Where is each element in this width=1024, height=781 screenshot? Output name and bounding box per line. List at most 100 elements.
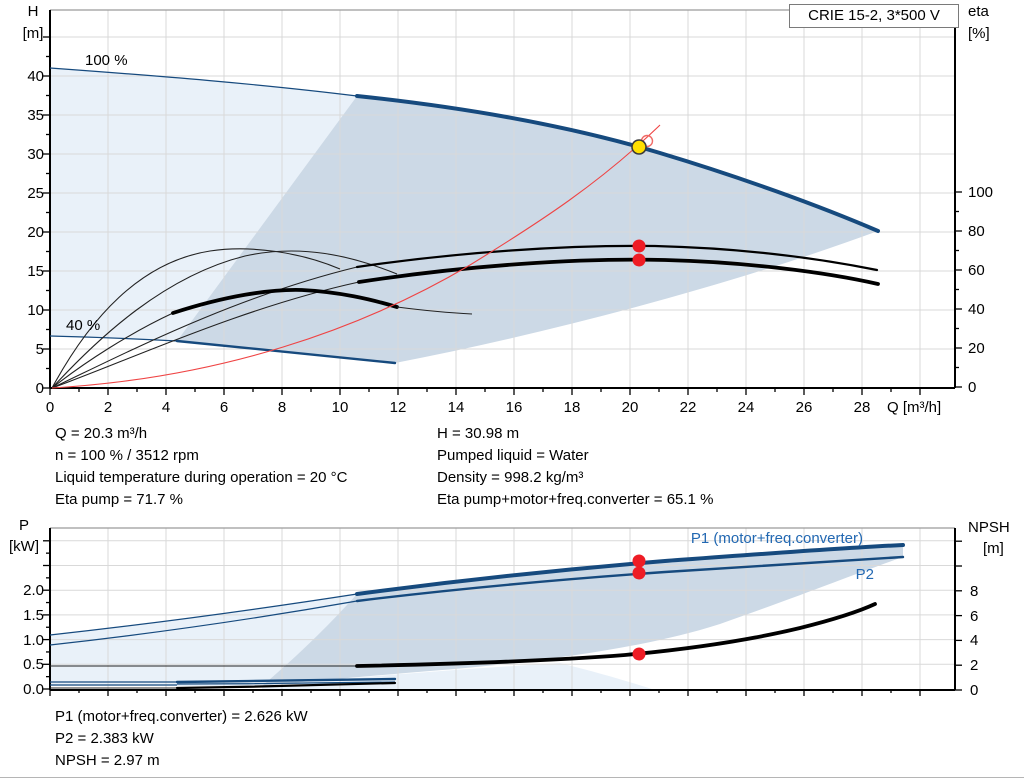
p1-curve-bold — [355, 543, 905, 596]
q-tick: 6 — [220, 399, 228, 416]
q-tick: 10 — [332, 399, 349, 416]
product-label: CRIE 15-2, 3*500 V — [808, 7, 940, 24]
eta-tick: 60 — [968, 262, 985, 279]
q-tick: 24 — [738, 399, 755, 416]
h-tick: 0 — [36, 380, 44, 397]
p-tick: 1.0 — [23, 632, 44, 649]
p-envelope-operating-region — [262, 545, 903, 686]
eta-pump-curve-thin — [51, 266, 358, 389]
eta-pump-curve-bold — [355, 244, 879, 272]
q-tick: 12 — [390, 399, 407, 416]
speed-100-label: 100 % — [85, 52, 128, 69]
p1-point — [632, 554, 646, 568]
q-tick: 28 — [854, 399, 871, 416]
p-tick: 2.0 — [23, 582, 44, 599]
p2-curve-bold — [355, 555, 905, 603]
q-tick: 0 — [46, 399, 54, 416]
info-line: P2 = 2.383 kW — [55, 730, 154, 747]
p-tick: 0.5 — [23, 656, 44, 673]
eta-40-curve-tail — [396, 306, 473, 315]
p-axis-name: P — [19, 517, 29, 534]
eta-40-curve-thin — [51, 312, 174, 389]
envelope-pale-region — [50, 68, 357, 341]
p-tick: 0.0 — [23, 681, 44, 698]
eta-tick: 80 — [968, 223, 985, 240]
eta-tick: 40 — [968, 301, 985, 318]
info-line: Density = 998.2 kg/m³ — [437, 469, 584, 486]
npsh-axis-name: NPSH — [968, 519, 1010, 536]
eta-tick: 100 — [968, 184, 993, 201]
info-line: NPSH = 2.97 m — [55, 752, 160, 769]
p1-curve-label: P1 (motor+freq.converter) — [691, 530, 863, 547]
pump-curve-40-thin — [49, 335, 178, 342]
h-tick: 25 — [27, 185, 44, 202]
info-line: Pumped liquid = Water — [437, 447, 589, 464]
duty-point[interactable] — [631, 139, 647, 155]
q-tick: 26 — [796, 399, 813, 416]
q-tick: 8 — [278, 399, 286, 416]
eta-axis-name: eta — [968, 3, 990, 20]
q-tick: 2 — [104, 399, 112, 416]
eta-tick: 0 — [968, 379, 976, 396]
h-tick: 10 — [27, 302, 44, 319]
window-divider — [0, 777, 1024, 778]
info-line: Liquid temperature during operation = 20… — [55, 469, 348, 486]
h-tick: 5 — [36, 341, 44, 358]
npsh-point — [632, 647, 646, 661]
h-axis-unit: [m] — [23, 25, 44, 42]
p2-curve-label: P2 — [856, 566, 874, 583]
q-tick: 14 — [448, 399, 465, 416]
bottom-chart: P [kW] NPSH [m] P1 (motor+freq.converter… — [9, 517, 1010, 699]
info-line: Eta pump+motor+freq.converter = 65.1 % — [437, 491, 714, 508]
p2-curve-thin — [49, 600, 358, 646]
q-tick: 16 — [506, 399, 523, 416]
q-tick: 22 — [680, 399, 697, 416]
npsh-tick: 2 — [970, 657, 978, 674]
eta-total-curve-bold — [357, 257, 880, 286]
p2-40-curve-bold — [176, 681, 396, 685]
q-tick: 4 — [162, 399, 170, 416]
npsh-tick: 0 — [970, 682, 978, 699]
h-tick: 20 — [27, 224, 44, 241]
eta-pump-point — [632, 239, 646, 253]
duty-info-left: Q = 20.3 m³/h n = 100 % / 3512 rpm Liqui… — [55, 423, 347, 511]
info-line: H = 30.98 m — [437, 425, 520, 442]
info-line: P1 (motor+freq.converter) = 2.626 kW — [55, 708, 308, 725]
q-tick: 20 — [622, 399, 639, 416]
pump-curve-100-bold — [355, 94, 880, 233]
npsh-tick: 8 — [970, 583, 978, 600]
info-line: Q = 20.3 m³/h — [55, 425, 148, 442]
p-axis-unit: [kW] — [9, 538, 39, 555]
top-chart: H [m] eta [%] Q [m³/h] 100 % 40 % 0 5 10… — [23, 3, 993, 416]
h-tick: 35 — [27, 107, 44, 124]
info-line: Eta pump = 71.7 % — [55, 491, 183, 508]
p-tick: 1.5 — [23, 607, 44, 624]
h-tick: 30 — [27, 146, 44, 163]
p1-40-curve-bold — [175, 677, 397, 684]
eta-total-point — [632, 253, 646, 267]
speed-40-label: 40 % — [66, 317, 100, 334]
eta-axis-unit: [%] — [968, 25, 990, 42]
pump-curve-100-thin — [49, 67, 358, 97]
eta-fan-arc-2 — [51, 250, 398, 389]
axis-ticks — [43, 36, 962, 395]
h-axis-name: H — [28, 3, 39, 20]
q-axis-name: Q [m³/h] — [887, 399, 941, 416]
h-tick: 15 — [27, 263, 44, 280]
npsh-tick: 4 — [970, 632, 978, 649]
npsh-40-curve-bold — [175, 681, 397, 690]
axis-ticks — [43, 540, 962, 696]
h-tick: 40 — [27, 68, 44, 85]
npsh-curve-bold — [355, 602, 877, 668]
info-line: n = 100 % / 3512 rpm — [55, 447, 199, 464]
npsh-axis-unit: [m] — [983, 540, 1004, 557]
pump-curve-40-bold — [175, 339, 397, 365]
eta-fan-arc-1 — [51, 248, 341, 389]
duty-info-right: H = 30.98 m Pumped liquid = Water Densit… — [437, 423, 713, 511]
product-label-box: CRIE 15-2, 3*500 V — [789, 4, 959, 28]
npsh-tick: 6 — [970, 608, 978, 625]
eta-40-curve-bold — [171, 288, 399, 315]
p2-point — [632, 566, 646, 580]
